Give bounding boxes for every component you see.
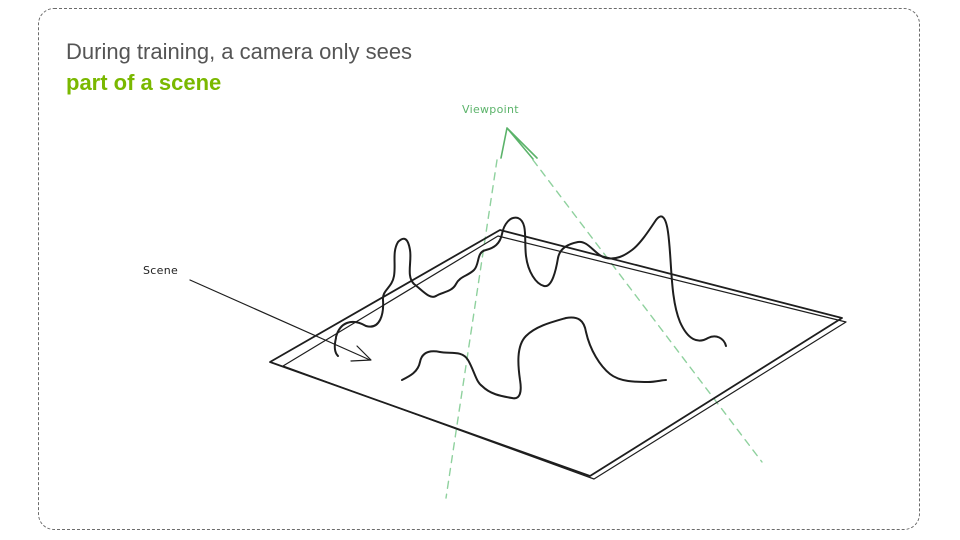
- frustum-ray-right: [532, 159, 763, 463]
- scene-plane: [269, 229, 847, 480]
- scene-arrow-head: [350, 345, 372, 362]
- viewpoint-label: Viewpoint: [462, 103, 519, 116]
- slide-title: During training, a camera only sees part…: [66, 36, 412, 98]
- viewpoint-frustum: [445, 159, 763, 499]
- viewpoint-apex: [500, 127, 538, 160]
- title-line-1: During training, a camera only sees: [66, 39, 413, 64]
- terrain-ridge-back: [335, 215, 727, 347]
- frustum-ray-left: [445, 159, 498, 499]
- scene-pointer: [189, 279, 372, 362]
- scene-label: Scene: [143, 264, 178, 277]
- dashed-frame: [38, 8, 920, 530]
- scene-terrain: [333, 215, 727, 400]
- scene-arrow-line: [189, 279, 371, 361]
- title-line-2-highlight: part of a scene: [66, 70, 222, 95]
- terrain-ridge-front: [401, 316, 667, 400]
- terrain-hook-left: [333, 337, 339, 357]
